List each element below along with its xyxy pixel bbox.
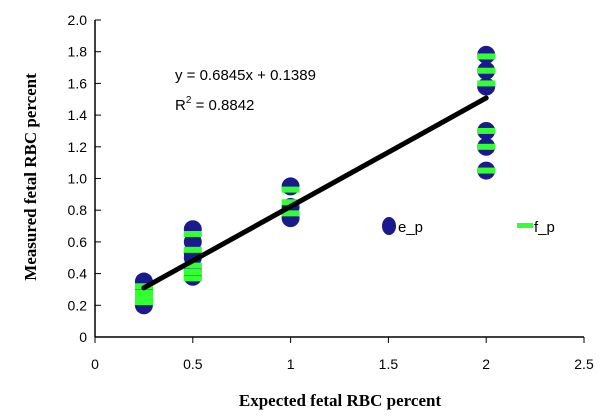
data-point-f-p [183, 230, 202, 237]
x-tick-label: 1.5 [379, 356, 399, 372]
data-point-f-p [183, 269, 202, 276]
y-tick-label: 1.8 [68, 44, 88, 60]
data-point-e-p [281, 177, 300, 196]
y-tick-label: 0 [79, 329, 87, 345]
y-tick-label: 1.0 [68, 171, 88, 187]
legend-label-e-p: e_p [398, 219, 423, 236]
y-tick-label: 2.0 [68, 12, 88, 28]
y-tick-label: 0.6 [68, 234, 88, 250]
r-squared-superscript: 2 [186, 95, 192, 106]
r-squared-label: R2 = 0.8842 [175, 95, 254, 114]
trendline-equation: y = 0.6845x + 0.1389 [175, 67, 316, 84]
data-point-f-p [134, 289, 153, 296]
data-point-f-p [183, 246, 202, 253]
y-tick-label: 0.4 [68, 266, 88, 282]
y-axis-title: Measured fetal RBC percent [21, 73, 40, 281]
data-point-f-p [134, 294, 153, 301]
data-point-f-p [134, 299, 153, 306]
data-point-f-p [477, 143, 496, 150]
y-tick-label: 1.2 [68, 139, 88, 155]
data-point-f-p [477, 67, 496, 74]
y-ticks: 0 0.2 0.4 0.6 0.8 1.0 1.2 1.4 1.6 1.8 2.0 [68, 12, 101, 345]
data-point-f-p [183, 275, 202, 282]
x-tick-label: 2.5 [574, 356, 594, 372]
data-point-f-p [477, 80, 496, 87]
r-squared-prefix: R [175, 97, 186, 114]
data-point-e-p [477, 77, 496, 96]
data-point-e-p [183, 232, 202, 251]
data-point-f-p [477, 167, 496, 174]
trendline [141, 95, 489, 291]
legend-label-f-p: f_p [534, 219, 555, 236]
x-axis-title: Expected fetal RBC percent [239, 391, 442, 410]
data-point-f-p [477, 53, 496, 60]
data-point-f-p [281, 210, 300, 217]
y-tick-label: 0.8 [68, 202, 88, 218]
data-point-f-p [281, 186, 300, 193]
x-tick-label: 0 [91, 356, 99, 372]
x-tick-label: 0.5 [183, 356, 203, 372]
data-point-f-p [281, 199, 300, 206]
y-tick-label: 1.6 [68, 75, 88, 91]
legend-marker-f-p [517, 223, 533, 228]
series-f-p [134, 53, 496, 306]
r-squared-value: = 0.8842 [191, 97, 254, 114]
legend: e_p f_p [382, 217, 555, 236]
x-tick-label: 2 [482, 356, 490, 372]
data-point-f-p [183, 262, 202, 269]
legend-marker-e-p [382, 217, 396, 235]
y-tick-label: 1.4 [68, 107, 88, 123]
data-point-f-p [477, 127, 496, 134]
y-tick-label: 0.2 [68, 297, 88, 313]
x-tick-label: 1 [287, 356, 295, 372]
x-ticks: 0 0.5 1 1.5 2 2.5 [91, 337, 594, 372]
